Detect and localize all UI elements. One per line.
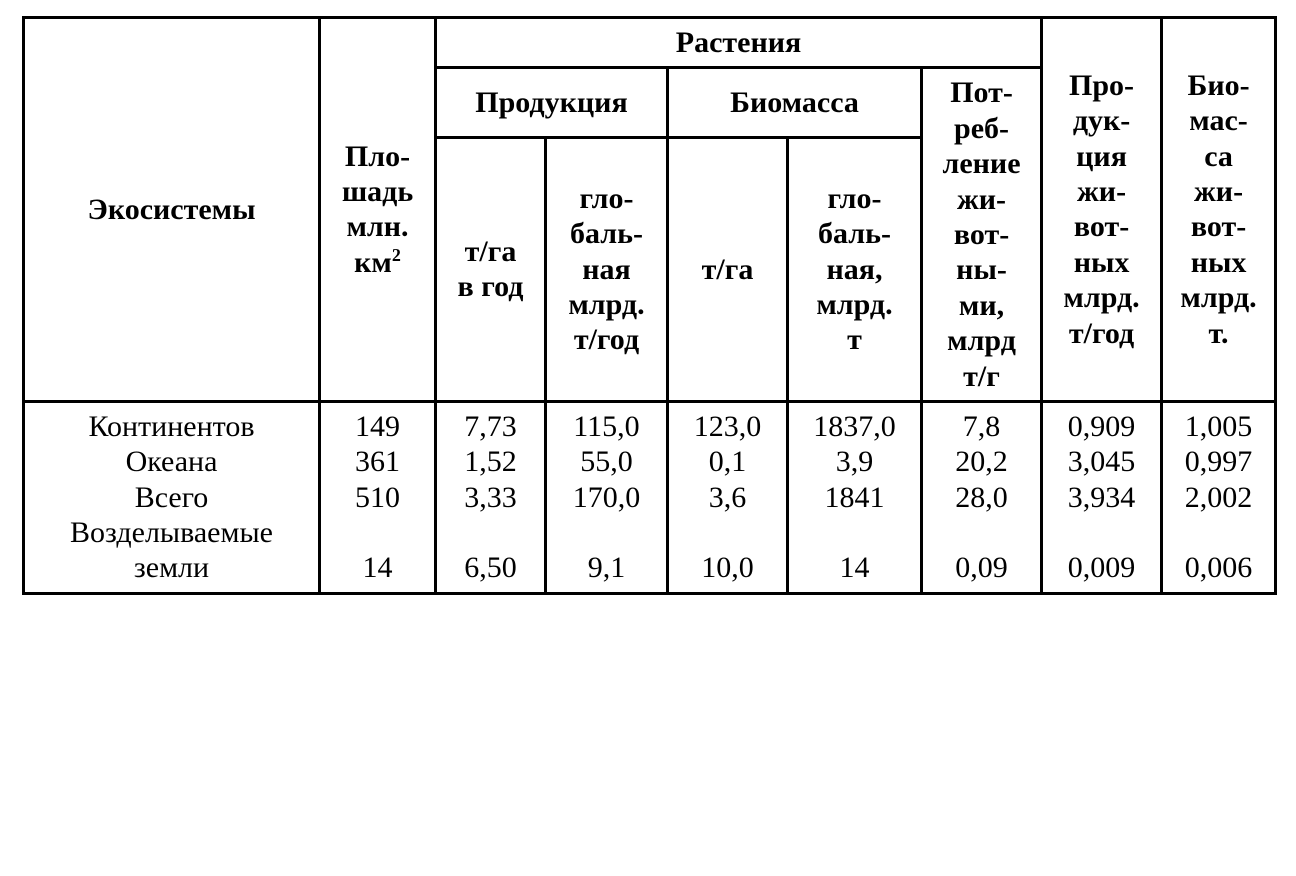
row-label: Континентов	[33, 409, 310, 444]
col-header-area-sup: 2	[392, 245, 401, 265]
table-row: Континентов Океана Всего Возделываемые з…	[24, 401, 1276, 593]
col-header-bio-global: гло- баль- ная, млрд. т	[788, 137, 922, 401]
col-consumption-values: 7,8 20,2 28,0 0,09	[922, 401, 1042, 593]
col-header-bio-per-ha: т/га	[668, 137, 788, 401]
row-label: Возделываемые земли	[33, 515, 310, 586]
col-animal-prod-values: 0,909 3,045 3,934 0,009	[1042, 401, 1162, 593]
col-header-animal-production: Про- дук- ция жи- вот- ных млрд. т/год	[1042, 18, 1162, 402]
col-bio-per-ha-values: 123,0 0,1 3,6 10,0	[668, 401, 788, 593]
col-header-prod-global: гло- баль- ная млрд. т/год	[546, 137, 668, 401]
col-group-production: Продукция	[436, 68, 668, 137]
col-animal-bio-values: 1,005 0,997 2,002 0,006	[1162, 401, 1276, 593]
col-area-values: 149 361 510 14	[320, 401, 436, 593]
col-bio-global-values: 1837,0 3,9 1841 14	[788, 401, 922, 593]
col-header-area-text: Пло- шадь млн. км	[342, 140, 413, 279]
col-prod-per-ha-values: 7,73 1,52 3,33 6,50	[436, 401, 546, 593]
row-label: Всего	[33, 480, 310, 515]
row-label: Океана	[33, 444, 310, 479]
col-header-area: Пло- шадь млн. км2	[320, 18, 436, 402]
col-group-plants: Растения	[436, 18, 1042, 68]
table-body: Континентов Океана Всего Возделываемые з…	[24, 401, 1276, 593]
col-group-biomass: Биомасса	[668, 68, 922, 137]
col-header-prod-per-ha: т/га в год	[436, 137, 546, 401]
col-header-consumption: Пот- реб- ление жи- вот- ны- ми, млрд т/…	[922, 68, 1042, 402]
col-header-ecosystems: Экосистемы	[24, 18, 320, 402]
col-header-animal-biomass: Био- мас- са жи- вот- ных млрд. т.	[1162, 18, 1276, 402]
table-header: Экосистемы Пло- шадь млн. км2 Растения П…	[24, 18, 1276, 402]
row-labels-cell: Континентов Океана Всего Возделываемые з…	[24, 401, 320, 593]
ecosystems-table: Экосистемы Пло- шадь млн. км2 Растения П…	[22, 16, 1277, 595]
col-prod-global-values: 115,0 55,0 170,0 9,1	[546, 401, 668, 593]
